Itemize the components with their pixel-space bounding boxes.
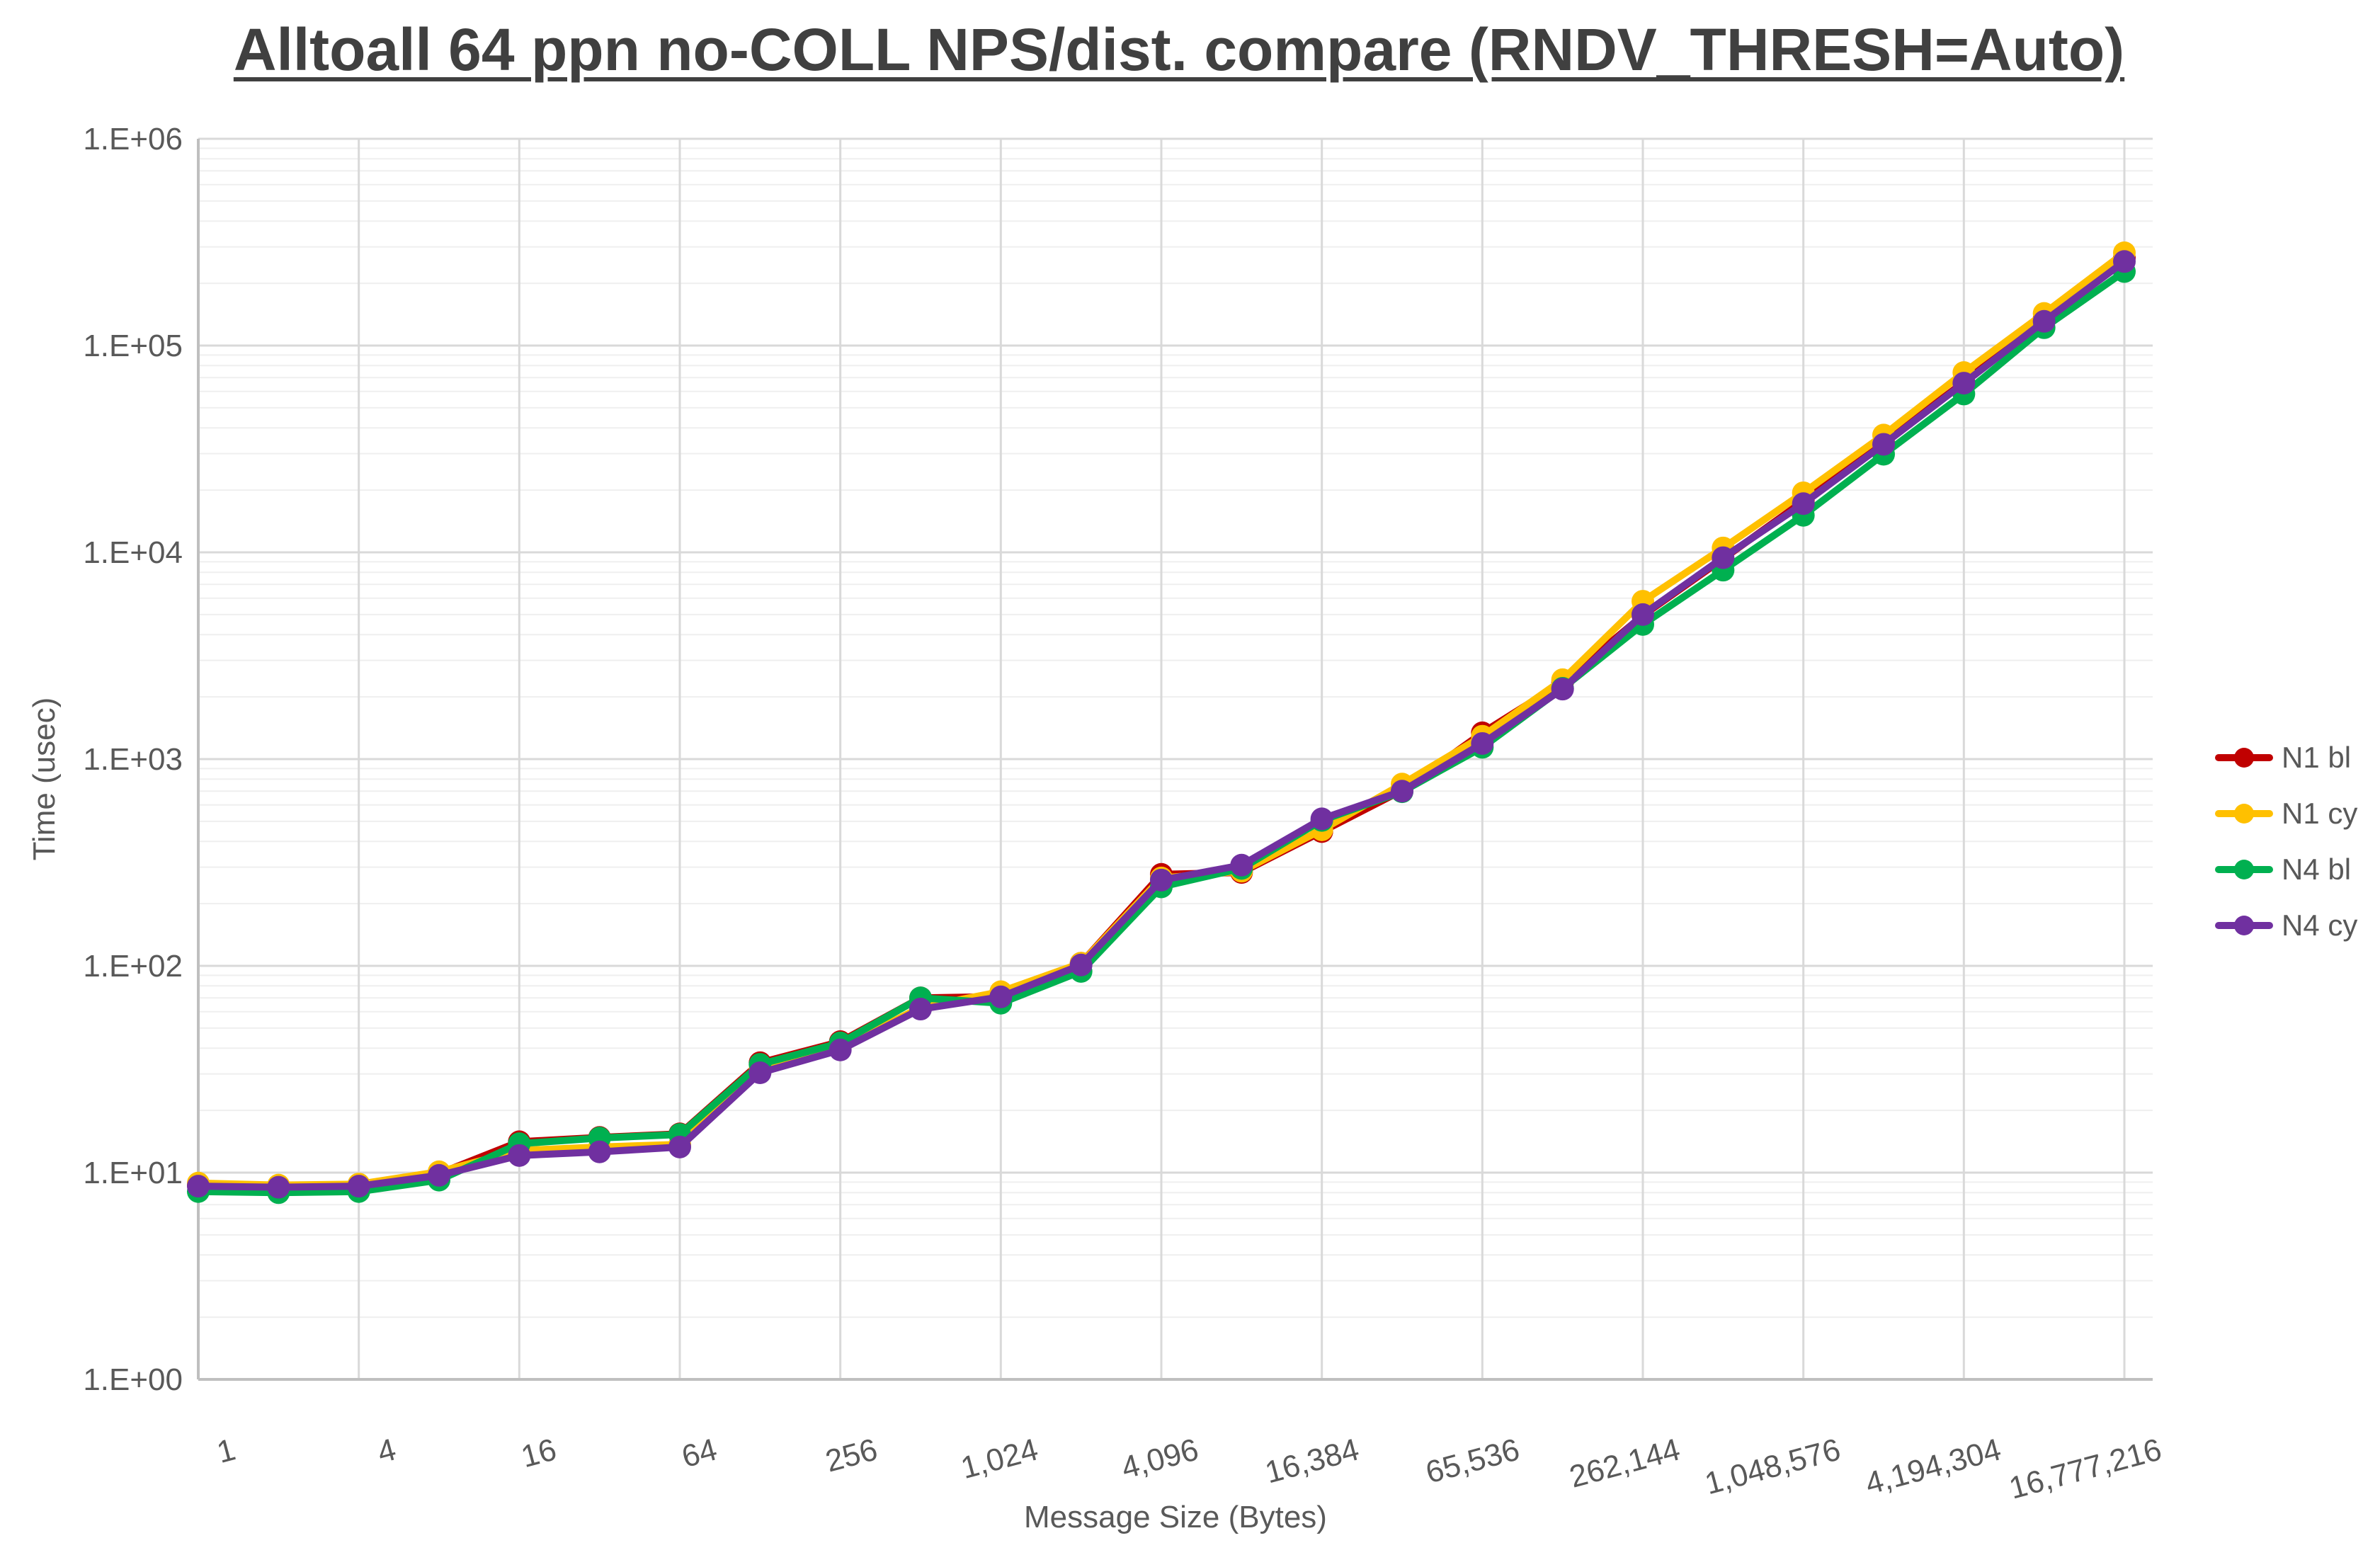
x-tick-label: 1 xyxy=(213,1432,239,1470)
data-point-n4-cy xyxy=(347,1175,370,1198)
legend-marker-icon xyxy=(2215,859,2273,880)
y-tick-label: 1.E+04 xyxy=(83,535,183,570)
x-tick-label: 16,384 xyxy=(1262,1432,1363,1490)
data-point-n4-cy xyxy=(1391,780,1413,803)
y-tick-label: 1.E+05 xyxy=(83,329,183,363)
chart-title: Alltoall 64 ppn no-COLL NPS/dist. compar… xyxy=(233,16,2125,83)
data-point-n4-cy xyxy=(1632,603,1654,626)
data-point-n4-cy xyxy=(1792,492,1815,516)
data-point-n4-cy xyxy=(588,1140,611,1163)
data-point-n4-cy xyxy=(1872,433,1895,456)
legend-item-n1-bl: N1 bl xyxy=(2215,729,2357,785)
y-tick-label: 1.E+01 xyxy=(83,1156,183,1190)
data-point-n4-cy xyxy=(1069,953,1093,976)
series-n4-cy xyxy=(187,250,2136,1199)
data-point-n4-cy xyxy=(2113,250,2136,273)
data-point-n4-cy xyxy=(187,1175,210,1198)
data-point-n4-cy xyxy=(1471,731,1494,755)
legend-marker-icon xyxy=(2215,915,2273,936)
data-point-n4-cy xyxy=(2032,309,2056,333)
data-point-n4-cy xyxy=(1230,853,1253,877)
minor-gridlines xyxy=(198,147,2153,1318)
legend: N1 bl N1 cy N4 bl N4 cy xyxy=(2215,729,2357,953)
y-tick-label: 1.E+02 xyxy=(83,949,183,984)
x-tick-label: 16 xyxy=(518,1432,560,1474)
legend-label: N4 cy xyxy=(2282,908,2358,942)
x-tick-label: 64 xyxy=(678,1432,721,1474)
x-tick-label: 16,777,216 xyxy=(2005,1432,2165,1505)
data-point-n4-cy xyxy=(989,985,1013,1008)
legend-label: N4 bl xyxy=(2282,852,2352,886)
data-point-n4-cy xyxy=(1310,807,1333,831)
legend-label: N1 bl xyxy=(2282,740,2352,774)
y-tick-label: 1.E+03 xyxy=(83,742,183,777)
legend-item-n1-cy: N1 cy xyxy=(2215,785,2357,841)
x-tick-label: 4,096 xyxy=(1118,1432,1202,1486)
data-point-n4-cy xyxy=(829,1038,852,1061)
data-point-n4-cy xyxy=(508,1144,531,1167)
data-point-n4-cy xyxy=(1712,546,1735,569)
legend-item-n4-cy: N4 cy xyxy=(2215,897,2357,953)
data-point-n4-cy xyxy=(748,1061,772,1085)
y-tick-labels: 1.E+00 1.E+01 1.E+02 1.E+03 1.E+04 1.E+05 1.E+… xyxy=(83,122,183,1397)
x-axis-title: Message Size (Bytes) xyxy=(1024,1500,1327,1534)
x-tick-label: 1,048,576 xyxy=(1701,1432,1844,1501)
data-point-n4-cy xyxy=(1551,678,1574,701)
x-tick-label: 262,144 xyxy=(1566,1432,1683,1494)
y-axis-title: Time (usec) xyxy=(27,697,62,861)
y-tick-label: 1.E+00 xyxy=(83,1362,183,1397)
data-point-n4-cy xyxy=(668,1135,691,1158)
legend-marker-icon xyxy=(2215,803,2273,824)
major-gridlines xyxy=(198,137,2153,1174)
legend-label: N1 cy xyxy=(2282,796,2358,830)
x-tick-label: 4,194,304 xyxy=(1862,1432,2005,1501)
data-point-n4-cy xyxy=(1150,868,1173,892)
legend-marker-icon xyxy=(2215,747,2273,768)
data-point-n4-cy xyxy=(909,998,932,1021)
data-point-n4-cy xyxy=(1952,372,1976,395)
data-point-n4-cy xyxy=(428,1163,450,1187)
x-gridlines xyxy=(358,139,2126,1379)
legend-item-n4-bl: N4 bl xyxy=(2215,841,2357,897)
data-point-n4-cy xyxy=(267,1175,290,1199)
x-tick-label: 65,536 xyxy=(1422,1432,1523,1490)
y-tick-label: 1.E+06 xyxy=(83,122,183,156)
x-tick-label: 1,024 xyxy=(957,1432,1042,1486)
x-tick-label: 4 xyxy=(374,1432,399,1470)
x-tick-label: 256 xyxy=(822,1432,882,1479)
x-tick-labels: 1 4 16 64 256 1,024 4,096 16,384 65,536 262,144 1,… xyxy=(213,1432,2165,1505)
